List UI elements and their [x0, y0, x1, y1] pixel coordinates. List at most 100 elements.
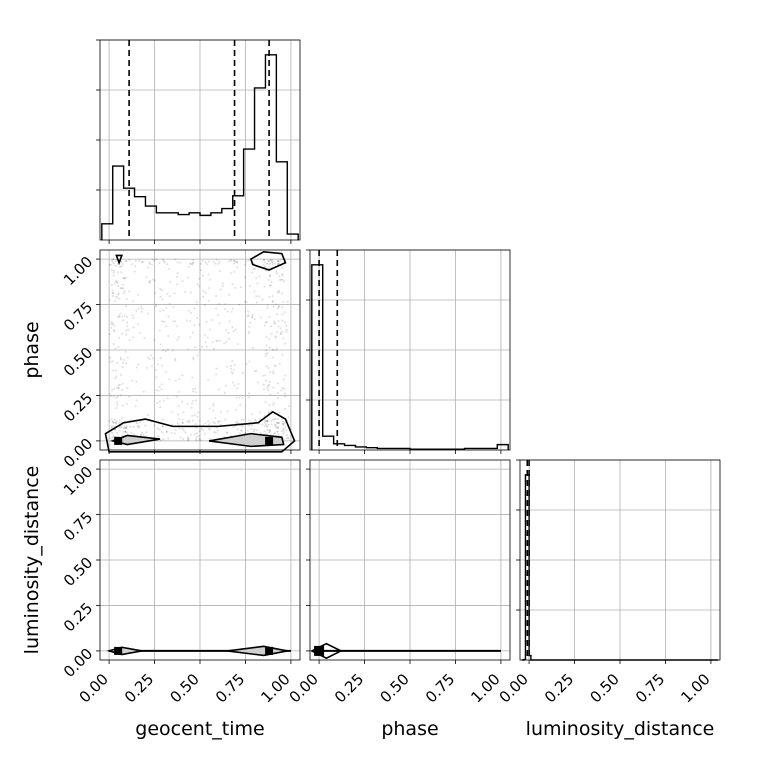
scatter-point: [236, 260, 239, 263]
scatter-point: [111, 295, 114, 298]
scatter-point: [261, 374, 264, 377]
scatter-point: [110, 418, 113, 421]
scatter-point: [124, 430, 127, 433]
scatter-point: [119, 312, 122, 315]
scatter-point: [205, 263, 208, 266]
scatter-point: [204, 304, 207, 307]
scatter-point: [112, 421, 115, 424]
scatter-point: [277, 320, 280, 323]
scatter-point: [123, 427, 126, 430]
scatter-point: [232, 368, 235, 371]
scatter-point: [163, 261, 166, 264]
scatter-point: [168, 302, 171, 305]
scatter-point: [198, 323, 201, 326]
scatter-point: [122, 361, 125, 364]
x-axis-label-phase: phase: [381, 718, 438, 740]
scatter-point: [207, 420, 210, 423]
scatter-point: [224, 392, 227, 395]
scatter-point: [208, 428, 211, 431]
scatter-point: [245, 362, 248, 365]
scatter-point: [128, 290, 131, 293]
scatter-point: [112, 329, 115, 332]
scatter-point: [130, 263, 133, 266]
scatter-point: [248, 419, 251, 422]
scatter-point: [269, 325, 272, 328]
scatter-point: [159, 357, 162, 360]
scatter-point: [281, 313, 284, 316]
scatter-point: [268, 274, 271, 277]
scatter-point: [140, 305, 143, 308]
scatter-point: [122, 263, 125, 266]
scatter-point: [121, 382, 124, 385]
scatter-point: [207, 378, 210, 381]
scatter-point: [198, 437, 201, 440]
scatter-luminosity-distance-vs-phase-panel: [306, 459, 511, 664]
scatter-point: [213, 431, 216, 434]
scatter-point: [139, 421, 142, 424]
scatter-point: [282, 300, 285, 303]
histogram-step: [101, 54, 299, 240]
scatter-point: [216, 340, 219, 343]
scatter-point: [159, 343, 162, 346]
scatter-point: [136, 422, 139, 425]
scatter-point: [263, 261, 266, 264]
scatter-point: [271, 261, 274, 264]
scatter-point: [231, 307, 234, 310]
scatter-point: [178, 427, 181, 430]
scatter-point: [141, 261, 144, 264]
scatter-point: [286, 434, 289, 437]
scatter-point: [161, 418, 164, 421]
scatter-point: [192, 258, 195, 261]
x-tick-label: 0.50: [376, 670, 412, 706]
scatter-point: [227, 293, 230, 296]
scatter-point: [242, 418, 245, 421]
scatter-point: [194, 423, 197, 426]
x-tick-label: 0.25: [121, 670, 157, 706]
scatter-point: [248, 285, 251, 288]
scatter-point: [264, 265, 267, 268]
scatter-point: [159, 288, 162, 291]
scatter-point: [121, 416, 124, 419]
scatter-point: [119, 358, 122, 361]
scatter-point: [266, 420, 269, 423]
scatter-point: [276, 418, 279, 421]
scatter-point: [194, 387, 197, 390]
scatter-point: [195, 435, 198, 438]
scatter-point: [248, 424, 251, 427]
scatter-point: [234, 261, 237, 264]
scatter-point: [117, 293, 120, 296]
scatter-point: [217, 421, 220, 424]
scatter-point: [207, 273, 210, 276]
scatter-point: [241, 425, 244, 428]
density-peak: [265, 646, 274, 655]
scatter-point: [115, 407, 118, 410]
histogram-phase-panel: [306, 249, 511, 454]
scatter-point: [168, 295, 171, 298]
scatter-point: [278, 411, 281, 414]
scatter-point: [283, 321, 286, 324]
scatter-point: [161, 258, 164, 261]
scatter-point: [265, 344, 268, 347]
scatter-point: [250, 427, 253, 430]
scatter-point: [201, 274, 204, 277]
scatter-point: [215, 307, 218, 310]
scatter-point: [128, 395, 131, 398]
scatter-point: [189, 262, 192, 265]
scatter-point: [285, 429, 288, 432]
scatter-point: [114, 260, 117, 263]
scatter-point: [247, 314, 250, 317]
scatter-point: [122, 287, 125, 290]
scatter-point: [162, 309, 165, 312]
scatter-point: [269, 262, 272, 265]
scatter-point: [271, 356, 274, 359]
scatter-point: [277, 305, 280, 308]
scatter-point: [162, 438, 165, 441]
scatter-point: [126, 325, 129, 328]
scatter-point: [190, 406, 193, 409]
x-tick-label: 0.25: [331, 670, 367, 706]
scatter-point: [256, 282, 259, 285]
scatter-point: [110, 323, 113, 326]
scatter-point: [186, 348, 189, 351]
scatter-point: [248, 259, 251, 262]
scatter-point: [166, 348, 169, 351]
